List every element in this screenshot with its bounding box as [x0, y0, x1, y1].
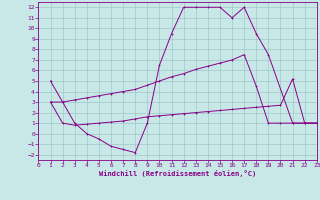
X-axis label: Windchill (Refroidissement éolien,°C): Windchill (Refroidissement éolien,°C) [99, 170, 256, 177]
